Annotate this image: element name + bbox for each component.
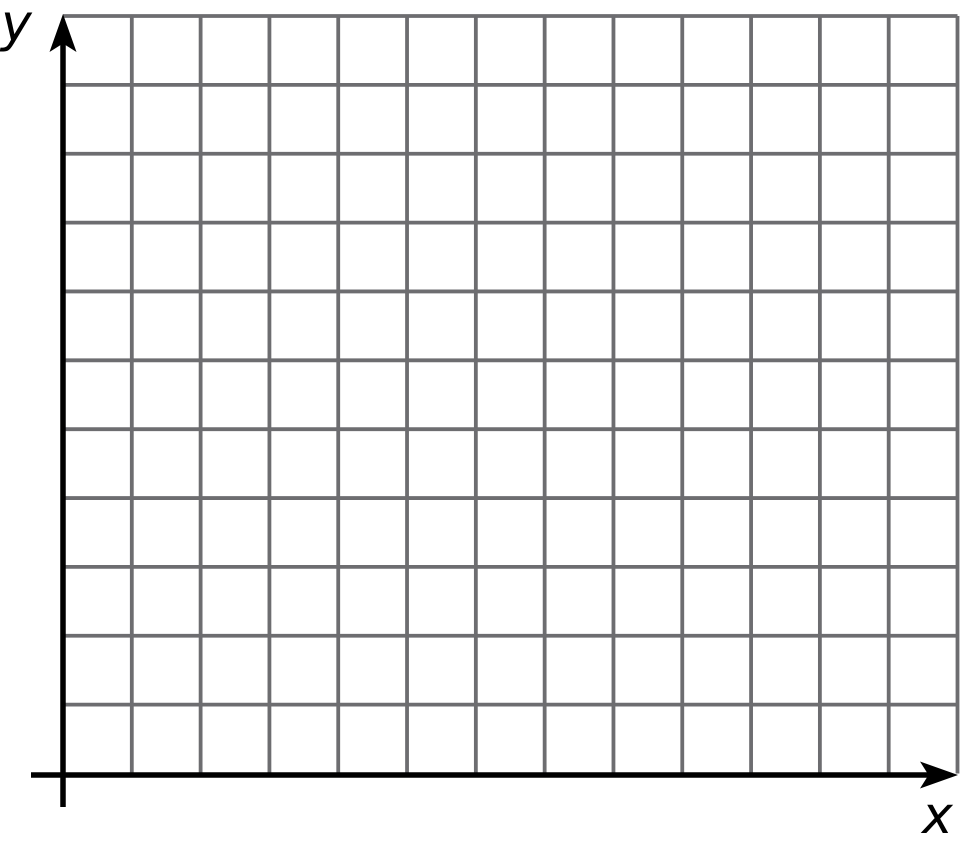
grid-lines [63,14,960,774]
x-axis-label: x [920,786,954,846]
x-axis-arrowhead [920,761,958,789]
y-axis-arrowhead [49,14,77,52]
y-axis-label: y [0,0,33,54]
